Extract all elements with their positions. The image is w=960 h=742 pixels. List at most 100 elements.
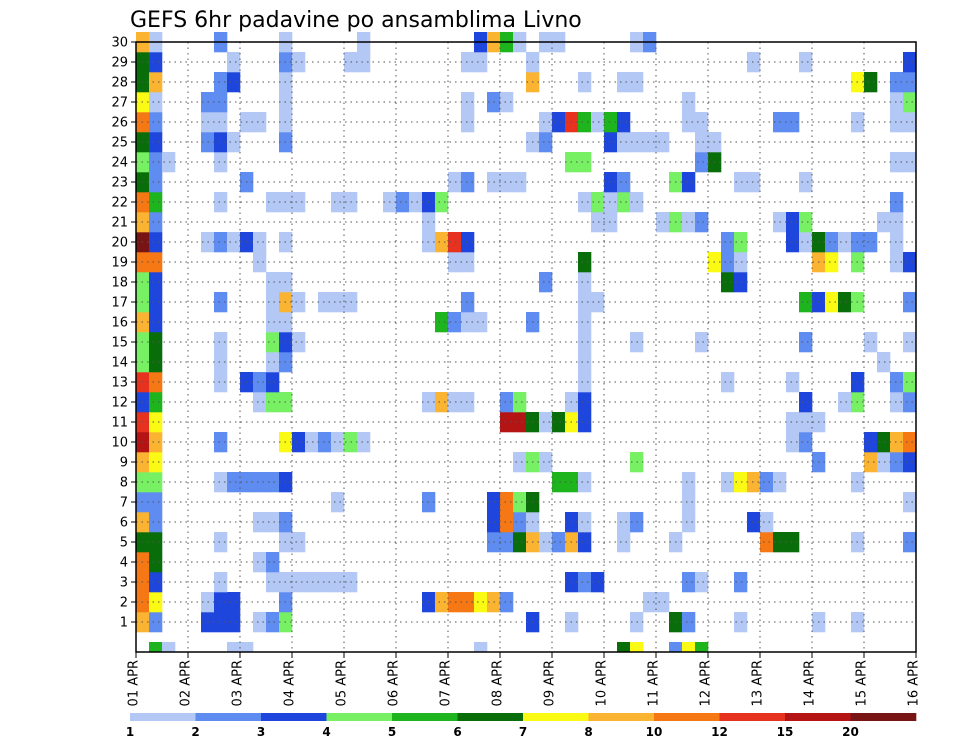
plot-frame	[135, 41, 917, 653]
precip-cell	[760, 472, 774, 493]
precip-cell	[227, 592, 241, 613]
precip-cell	[331, 192, 345, 213]
x-tick-label: 04 APR	[283, 660, 298, 706]
precip-cell	[578, 272, 592, 293]
precip-cell	[149, 512, 163, 533]
precip-cell	[838, 232, 852, 253]
precip-cell	[357, 52, 371, 73]
colorbar-swatch	[195, 713, 262, 721]
precip-cell	[695, 152, 709, 173]
precip-cell	[149, 612, 163, 633]
precip-cell	[682, 472, 696, 493]
colorbar-label: 15	[777, 725, 794, 739]
y-tick-label: 13	[111, 376, 128, 391]
precip-cell	[266, 572, 280, 593]
precip-cell	[877, 452, 891, 473]
precip-cell	[357, 432, 371, 453]
precip-cell	[682, 512, 696, 533]
precip-cell	[799, 212, 813, 233]
precip-cell	[786, 432, 800, 453]
x-tick-label: 16 APR	[907, 660, 922, 706]
precip-cell	[890, 432, 904, 453]
precip-cell	[799, 172, 813, 193]
precip-cell	[539, 132, 553, 153]
precip-cell	[864, 332, 878, 353]
precip-cell	[682, 92, 696, 113]
precip-cell	[903, 432, 917, 453]
precip-cell	[656, 132, 670, 153]
precip-cell	[734, 232, 748, 253]
precip-cell	[578, 352, 592, 373]
precip-cell	[474, 642, 488, 653]
precip-cell	[461, 92, 475, 113]
y-tick-label: 27	[111, 96, 128, 111]
precip-cell	[617, 532, 631, 553]
precip-cell	[149, 452, 163, 473]
precip-cell	[331, 492, 345, 513]
precip-cell	[617, 132, 631, 153]
precip-cell	[149, 532, 163, 553]
precip-cell	[162, 152, 176, 173]
colorbar-swatch	[588, 713, 655, 721]
precip-cell	[461, 392, 475, 413]
precip-cell	[890, 152, 904, 173]
precip-cell	[448, 172, 462, 193]
precip-cell	[292, 52, 306, 73]
precip-cell	[604, 172, 618, 193]
precip-cell	[604, 132, 618, 153]
y-tick-label: 19	[111, 256, 128, 271]
precip-cell	[578, 472, 592, 493]
precip-cell	[682, 572, 696, 593]
precip-cell	[435, 392, 449, 413]
x-tick-label: 07 APR	[439, 660, 454, 706]
precip-cell	[903, 392, 917, 413]
precip-cell	[500, 172, 514, 193]
precip-cell	[799, 432, 813, 453]
y-tick-label: 15	[111, 336, 128, 351]
colorbar-label: 5	[388, 725, 396, 739]
precip-cell	[721, 252, 735, 273]
precip-cell	[474, 52, 488, 73]
precip-cell	[214, 192, 228, 213]
precip-cell	[539, 452, 553, 473]
precip-cell	[149, 52, 163, 73]
precip-cell	[552, 112, 566, 133]
precip-cell	[578, 332, 592, 353]
precip-cell	[799, 392, 813, 413]
precip-cell	[890, 252, 904, 273]
precip-cell	[786, 532, 800, 553]
precip-cell	[838, 292, 852, 313]
precip-cell	[266, 392, 280, 413]
y-tick-label: 1	[120, 616, 128, 631]
colorbar-swatch	[850, 713, 917, 721]
colorbar-swatch	[261, 713, 327, 721]
precip-cell	[227, 232, 241, 253]
precip-cell	[214, 332, 228, 353]
colorbar-label: 20	[842, 725, 859, 739]
precip-cell	[721, 472, 735, 493]
y-tick-label: 8	[120, 476, 128, 491]
precip-cell	[578, 372, 592, 393]
precip-cell	[513, 172, 527, 193]
precip-cell	[227, 52, 241, 73]
date-axis: 01 APR 02 APR 03 APR 04 APR 05 APR 06 APR 07 A…	[127, 652, 922, 706]
precip-cell	[266, 552, 280, 573]
precip-cell	[227, 132, 241, 153]
precip-cell	[240, 642, 254, 653]
colorbar-swatch	[130, 713, 196, 721]
precip-cell	[578, 512, 592, 533]
colorbar-swatch	[392, 713, 458, 721]
y-tick-label: 25	[111, 136, 128, 151]
precip-cell	[435, 232, 449, 253]
precip-cell	[513, 452, 527, 473]
precip-cell	[903, 292, 917, 313]
precip-cells	[136, 32, 917, 653]
precip-cell	[149, 152, 163, 173]
precip-cell	[162, 642, 176, 653]
precip-cell	[214, 292, 228, 313]
precip-cell	[461, 52, 475, 73]
precip-cell	[305, 432, 319, 453]
precip-cell	[552, 412, 566, 433]
precip-cell	[461, 252, 475, 273]
precip-cell	[799, 332, 813, 353]
